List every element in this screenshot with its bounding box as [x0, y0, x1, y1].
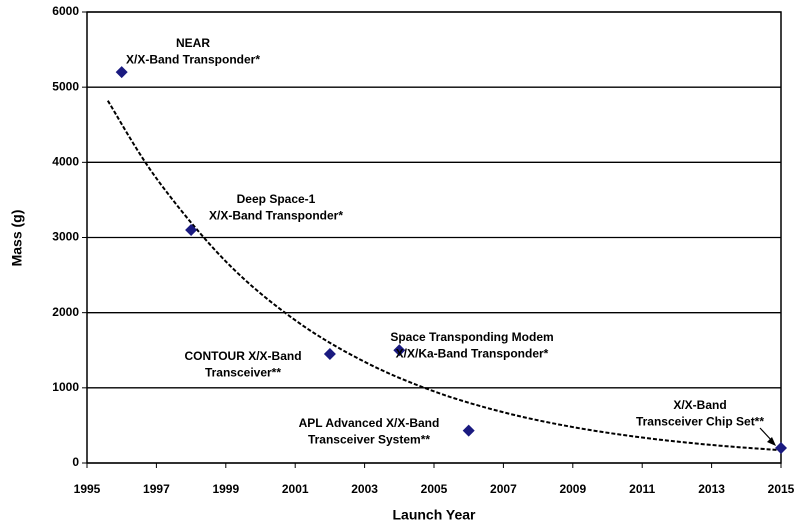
x-tick-label: 2013 — [698, 482, 725, 496]
x-tick-label: 2007 — [490, 482, 517, 496]
x-axis-label: Launch Year — [392, 507, 476, 523]
annotation: NEAR — [176, 36, 210, 50]
x-tick-label: 1997 — [143, 482, 170, 496]
y-axis-label: Mass (g) — [9, 210, 25, 267]
y-tick-label: 5000 — [52, 79, 79, 93]
y-tick-label: 4000 — [52, 155, 79, 169]
x-tick-label: 1999 — [212, 482, 239, 496]
annotation: Space Transponding Modem — [390, 330, 553, 344]
annotation: X/X/Ka-Band Transponder* — [396, 347, 549, 361]
y-tick-label: 2000 — [52, 305, 79, 319]
y-tick-label: 1000 — [52, 380, 79, 394]
x-tick-label: 2015 — [768, 482, 795, 496]
point — [115, 66, 128, 79]
annotation: Transceiver** — [205, 366, 281, 380]
x-tick-label: 1995 — [74, 482, 101, 496]
point — [462, 424, 475, 437]
x-tick-label: 2005 — [421, 482, 448, 496]
annotation: X/X-Band Transponder* — [126, 53, 260, 67]
y-tick-label: 0 — [72, 455, 79, 469]
x-tick-label: 2011 — [629, 482, 655, 496]
x-tick-label: 2001 — [282, 482, 309, 496]
annotation: Transceiver System** — [308, 433, 430, 447]
arrow-head — [767, 437, 776, 446]
annotation: APL Advanced X/X-Band — [299, 416, 440, 430]
y-tick-label: 6000 — [52, 4, 79, 18]
point — [393, 344, 406, 357]
trendline — [106, 100, 782, 452]
point — [775, 441, 787, 454]
annotation: CONTOUR X/X-Band — [184, 349, 301, 363]
x-tick-label: 2009 — [559, 482, 586, 496]
point — [323, 348, 336, 361]
plot-frame — [86, 11, 782, 464]
point — [185, 223, 198, 236]
annotation: X/X-Band Transponder* — [209, 209, 343, 223]
x-tick-label: 2003 — [351, 482, 378, 496]
y-tick-label: 3000 — [52, 230, 79, 244]
annotation: Transceiver Chip Set** — [636, 415, 764, 429]
annotation: X/X-Band — [673, 398, 726, 412]
annotation: Deep Space-1 — [237, 192, 316, 206]
